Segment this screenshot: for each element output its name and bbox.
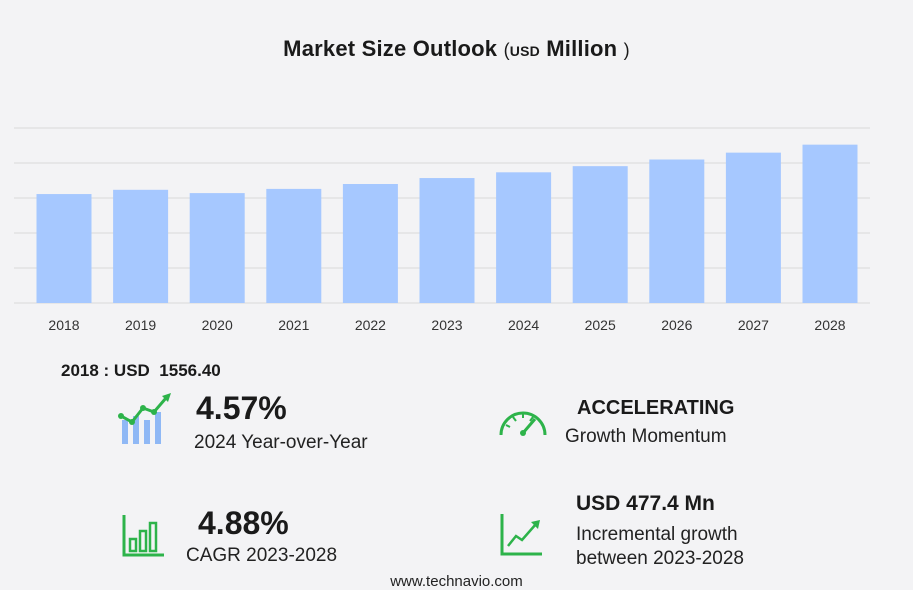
title-unit-small: USD	[509, 43, 540, 59]
x-tick-label-2024: 2024	[508, 317, 539, 333]
x-tick-label-2023: 2023	[431, 317, 462, 333]
title-unit-big: Million	[546, 36, 618, 61]
incremental-value: USD 477.4 Mn	[576, 492, 715, 515]
bar-2020	[189, 193, 245, 303]
x-tick-label-2022: 2022	[355, 317, 386, 333]
cagr-label: CAGR 2023-2028	[186, 545, 338, 566]
base-year-amount: 1556.40	[159, 361, 221, 380]
yoy-value: 4.57%	[196, 390, 287, 426]
cagr-value: 4.88%	[198, 505, 289, 541]
x-tick-label-2026: 2026	[661, 317, 692, 333]
incremental-label-line2: between 2023-2028	[576, 548, 744, 569]
base-year-label: 2018 : USD	[61, 361, 150, 380]
footer-url: www.technavio.com	[390, 573, 523, 590]
bar-2026	[649, 159, 705, 303]
bar-2028	[802, 144, 858, 303]
x-tick-label-2018: 2018	[48, 317, 79, 333]
bar-2021	[266, 188, 322, 303]
speedometer-icon	[499, 411, 547, 436]
incremental-label-line1: Incremental growth	[576, 524, 738, 545]
bar-2018	[36, 194, 92, 303]
chart-title: Market Size Outlook (USD Million )	[0, 36, 913, 62]
bar-2024	[496, 172, 552, 303]
momentum-label: Growth Momentum	[565, 426, 727, 447]
x-tick-label-2025: 2025	[585, 317, 616, 333]
title-paren-open: (	[503, 40, 510, 60]
x-tick-label-2019: 2019	[125, 317, 156, 333]
x-tick-label-2020: 2020	[202, 317, 233, 333]
bar-2023	[419, 178, 475, 303]
title-paren-close: )	[623, 40, 630, 60]
yoy-label: 2024 Year-over-Year	[194, 432, 368, 453]
x-tick-label-2028: 2028	[814, 317, 845, 333]
bar-chart-icon	[122, 515, 164, 557]
x-tick-label-2021: 2021	[278, 317, 309, 333]
bar-chart: 2018 2019 2020 2021 2022 2023 2024 2025 2026 2027…	[14, 127, 870, 333]
bar-2025	[572, 166, 628, 303]
bar-2019	[113, 189, 169, 303]
x-tick-label-2027: 2027	[738, 317, 769, 333]
bar-2027	[725, 152, 781, 303]
trend-line-icon	[500, 514, 542, 556]
bar-2022	[342, 184, 398, 303]
growth-chart-icon	[118, 393, 171, 444]
momentum-value: ACCELERATING	[577, 397, 735, 419]
title-main: Market Size Outlook	[283, 36, 498, 61]
base-year-value: 2018 : USD 1556.40	[61, 361, 221, 381]
